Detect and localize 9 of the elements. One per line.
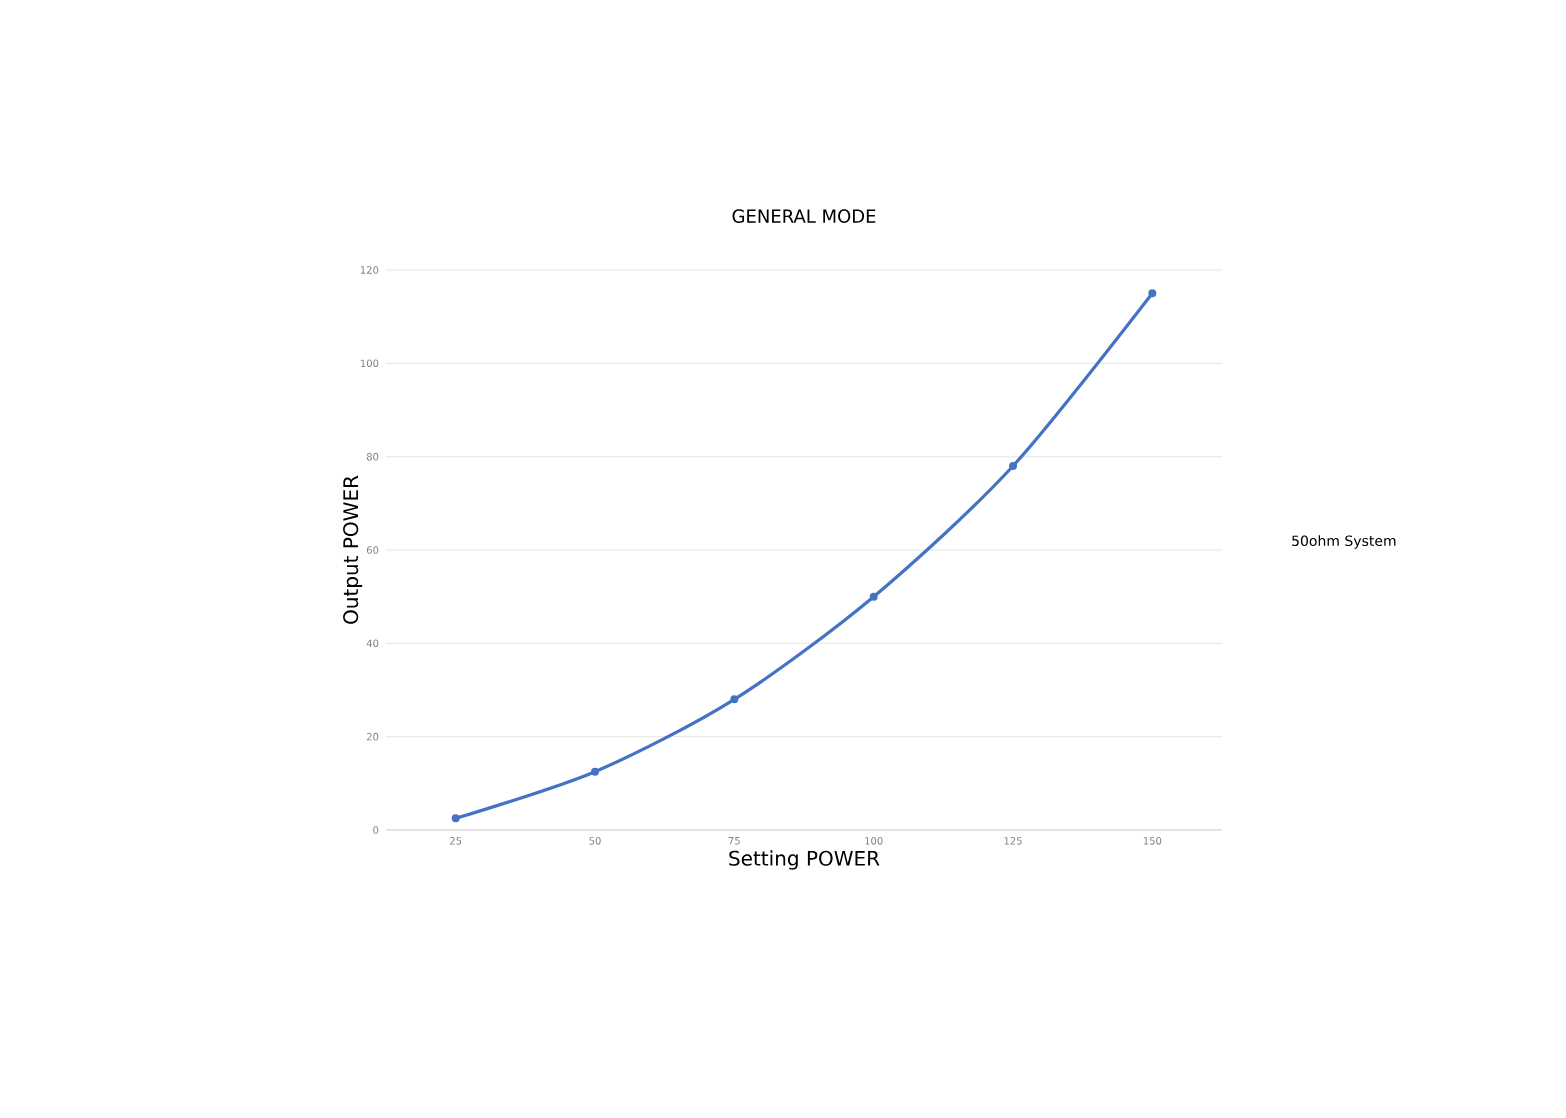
y-axis-title: Output POWER xyxy=(343,475,363,624)
point xyxy=(591,767,600,776)
point xyxy=(869,592,878,601)
point xyxy=(1148,289,1157,298)
point xyxy=(451,814,460,823)
x-axis-title: Setting POWER xyxy=(729,850,880,870)
point xyxy=(730,695,739,704)
chart-title: GENERAL MODE xyxy=(732,209,876,223)
point xyxy=(1009,461,1018,470)
